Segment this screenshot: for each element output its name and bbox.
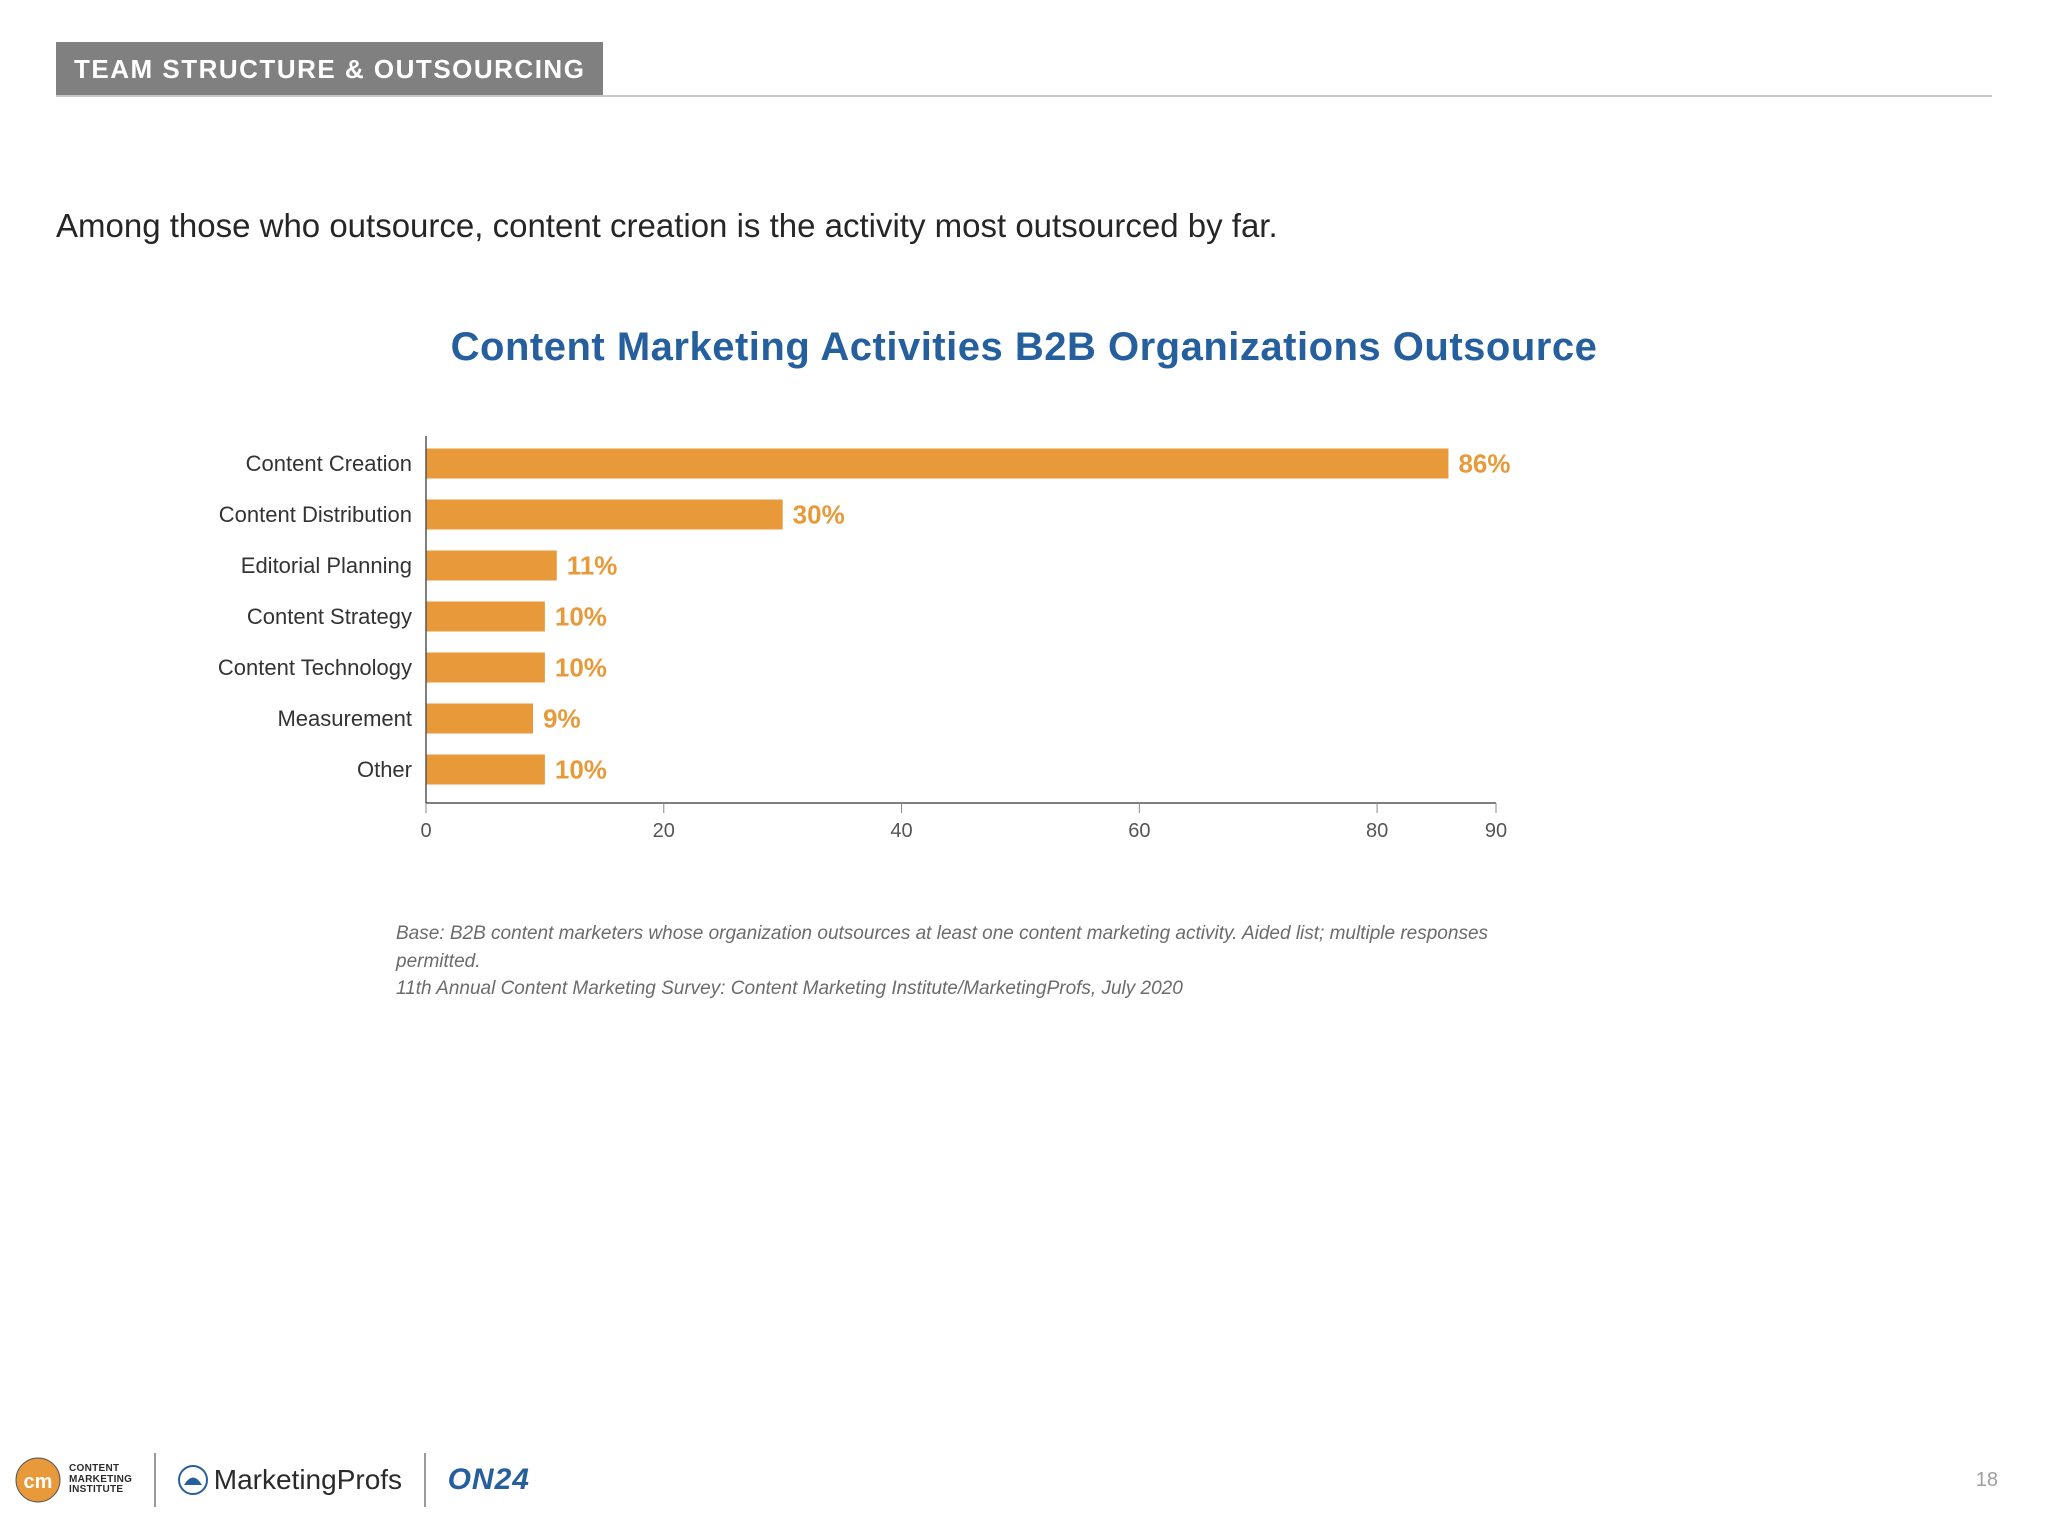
slide: TEAM STRUCTURE & OUTSOURCING Among those…	[0, 0, 2048, 1533]
x-tick-label: 40	[890, 820, 912, 842]
svg-text:cm: cm	[24, 1471, 53, 1493]
bar	[426, 551, 557, 581]
marketingprofs-text: MarketingProfs	[214, 1464, 402, 1496]
bar-chart: Content Creation 86% Content Distribution 3…	[176, 420, 1576, 890]
logo-on24: ON24	[448, 1463, 530, 1497]
value-label: 30%	[793, 500, 845, 530]
chart-container: Content Marketing Activities B2B Organiz…	[176, 325, 1872, 890]
section-tag: TEAM STRUCTURE & OUTSOURCING	[56, 42, 603, 95]
category-label: Content Technology	[218, 655, 412, 680]
footnote-line-2: 11th Annual Content Marketing Survey: Co…	[396, 975, 1496, 1003]
logo-marketingprofs: MarketingProfs	[178, 1464, 402, 1496]
value-label: 9%	[543, 704, 581, 734]
category-label: Other	[357, 757, 412, 782]
x-tick-label: 90	[1485, 820, 1507, 842]
cmi-icon: cm	[15, 1457, 61, 1503]
bar	[426, 653, 545, 683]
logo-cmi: cm CONTENTMARKETINGINSTITUTE	[15, 1457, 132, 1503]
globe-icon	[178, 1465, 208, 1495]
category-label: Content Strategy	[247, 604, 412, 629]
bar	[426, 449, 1448, 479]
bar	[426, 704, 533, 734]
value-label: 86%	[1458, 449, 1510, 479]
footer-divider-1	[154, 1453, 156, 1507]
page-number: 18	[1976, 1469, 1998, 1492]
chart-footnote: Base: B2B content marketers whose organi…	[396, 920, 1496, 1003]
cmi-text: CONTENTMARKETINGINSTITUTE	[69, 1464, 132, 1496]
x-tick-label: 20	[653, 820, 675, 842]
footer-divider-2	[424, 1453, 426, 1507]
value-label: 10%	[555, 602, 607, 632]
category-label: Content Distribution	[219, 502, 412, 527]
x-tick-label: 80	[1366, 820, 1388, 842]
value-label: 10%	[555, 755, 607, 785]
footnote-line-1: Base: B2B content marketers whose organi…	[396, 920, 1496, 975]
category-label: Content Creation	[246, 451, 412, 476]
x-tick-label: 60	[1128, 820, 1150, 842]
chart-title: Content Marketing Activities B2B Organiz…	[176, 325, 1872, 370]
bar	[426, 755, 545, 785]
value-label: 11%	[567, 551, 618, 581]
bar	[426, 602, 545, 632]
bar	[426, 500, 783, 530]
category-label: Measurement	[277, 706, 412, 731]
category-label: Editorial Planning	[241, 553, 412, 578]
section-divider	[56, 95, 1992, 97]
footer: cm CONTENTMARKETINGINSTITUTE MarketingPr…	[15, 1453, 1998, 1507]
x-tick-label: 0	[420, 820, 431, 842]
lead-text: Among those who outsource, content creat…	[56, 207, 1992, 245]
value-label: 10%	[555, 653, 607, 683]
